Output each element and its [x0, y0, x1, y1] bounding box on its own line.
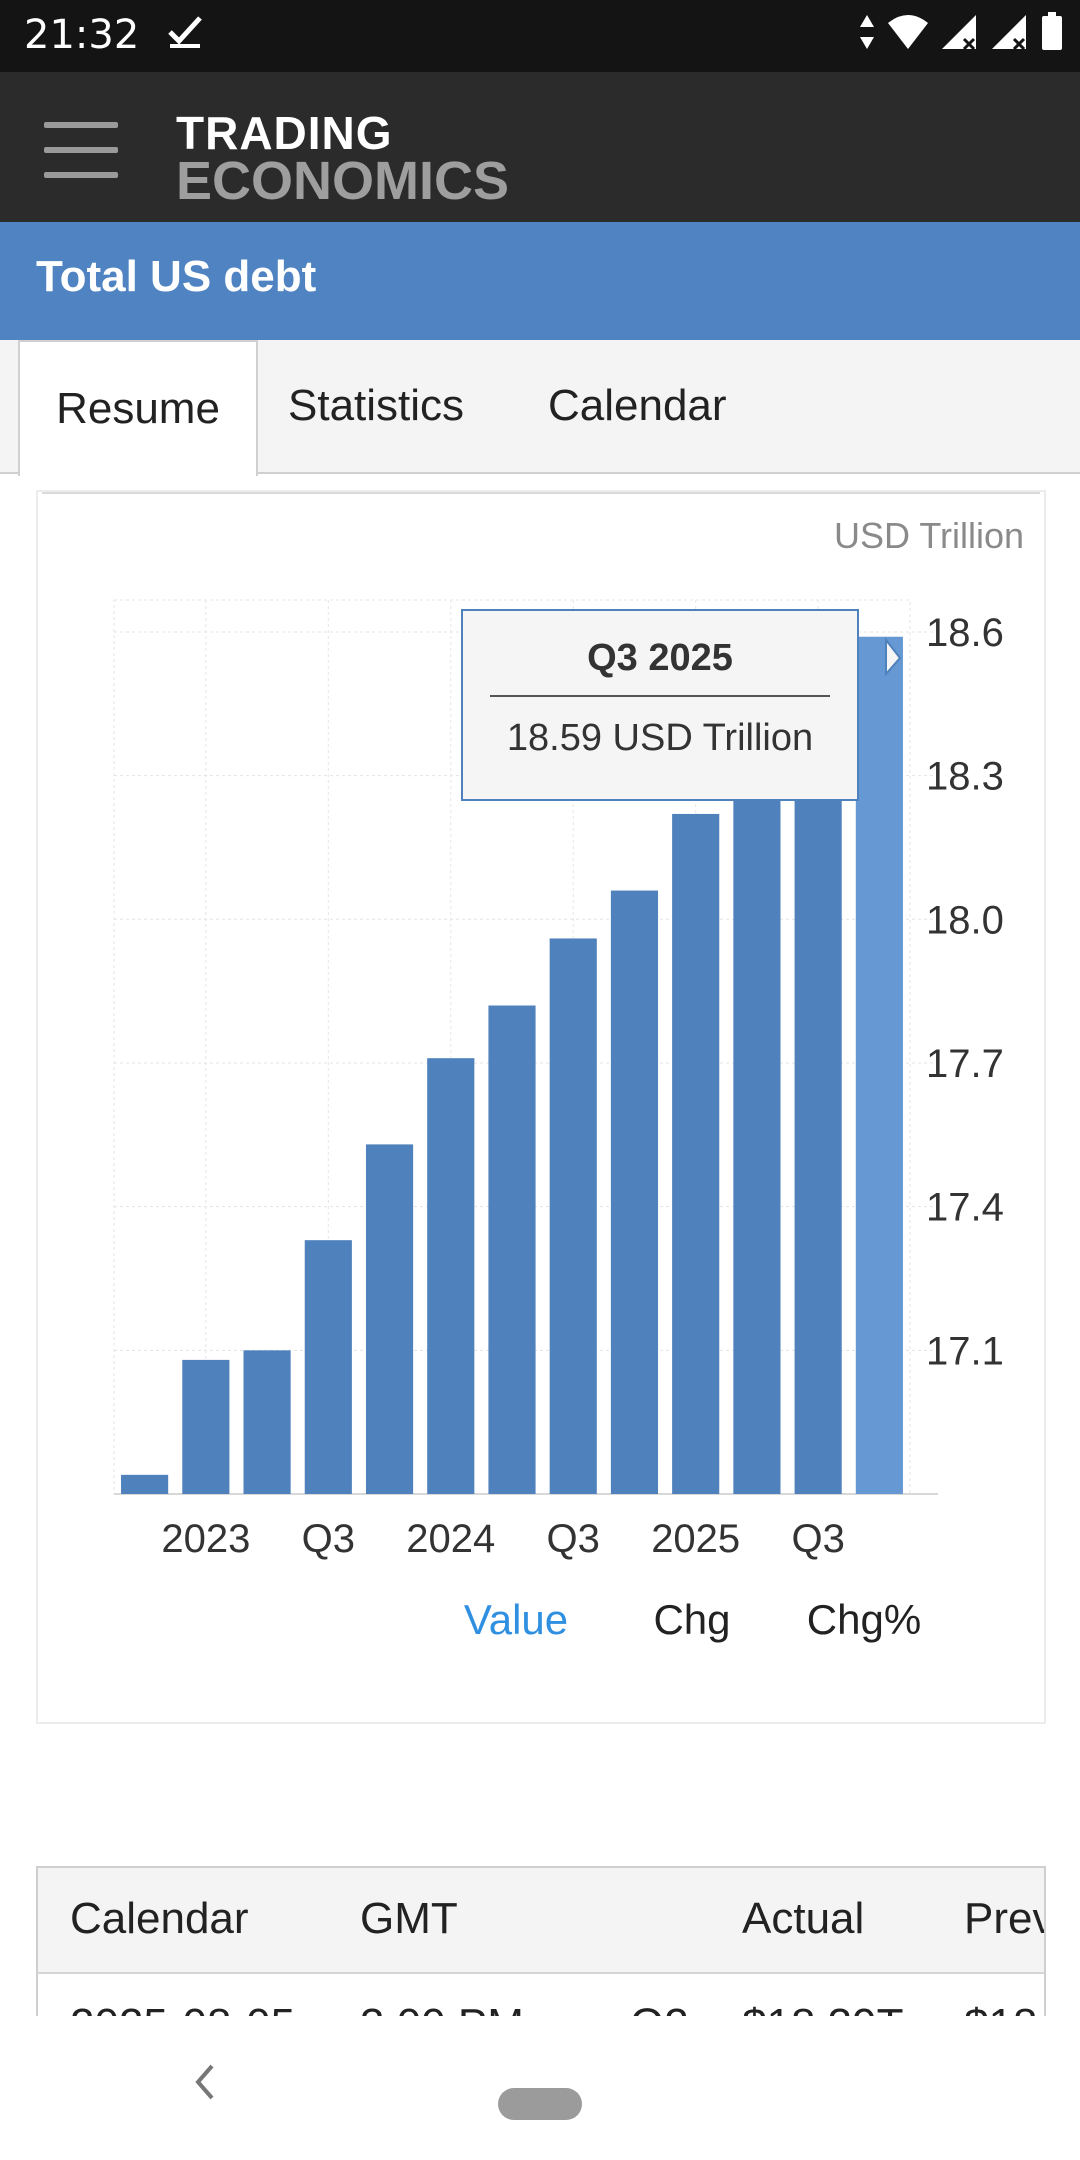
signal-icon: [992, 15, 1026, 51]
chart-bar[interactable]: [182, 1359, 230, 1494]
header-previous: Prev: [964, 1894, 1046, 1943]
y-tick-label: 18.6: [926, 611, 1004, 655]
data-arrows-icon: [860, 15, 874, 49]
tab-statistics[interactable]: Statistics: [288, 381, 465, 430]
back-icon[interactable]: [190, 2060, 220, 2104]
row-time: 3:00 PM: [360, 2000, 524, 2018]
logo-line1: TRADING: [176, 107, 393, 159]
row-date: 2025-08-05: [70, 2000, 295, 2018]
menu-icon[interactable]: [44, 122, 118, 178]
system-nav-bar: [0, 2016, 1080, 2160]
x-tick-label: 2024: [406, 1517, 495, 1561]
status-bar: 21:32: [0, 0, 1080, 72]
y-tick-label: 17.7: [926, 1042, 1004, 1086]
row-previous: $18: [964, 2000, 1037, 2018]
x-tick-label: 2023: [161, 1517, 250, 1561]
chart-bar[interactable]: [855, 636, 903, 1494]
x-tick-label: 2025: [651, 1517, 740, 1561]
tab-bar: Resume Statistics Calendar: [0, 340, 1080, 476]
home-pill[interactable]: [498, 2088, 582, 2120]
chart-bar[interactable]: [733, 732, 781, 1494]
chart-legend: Value Chg Chg%: [464, 1596, 921, 1643]
chart-bar[interactable]: [304, 1240, 352, 1494]
divider: [42, 488, 1040, 494]
unit-label: USD Trillion: [834, 515, 1024, 556]
chart-bar[interactable]: [672, 813, 720, 1494]
chart-tooltip: Q3 2025 18.59 USD Trillion: [461, 609, 902, 801]
clock: 21:32: [24, 12, 140, 58]
app-bar: TRADING ECONOMICS: [0, 72, 1080, 222]
chart-bar[interactable]: [488, 1005, 536, 1494]
header-gmt: GMT: [360, 1894, 458, 1943]
legend-value[interactable]: Value: [464, 1596, 568, 1643]
tab-resume[interactable]: Resume: [18, 340, 258, 476]
chart-panel: USD Trillion 18.6 18.3 18.0 17.7 17.4 17.1 20…: [36, 490, 1046, 1724]
row-actual: $18.39T: [742, 2000, 903, 2018]
x-tick-label: Q3: [791, 1517, 844, 1561]
check-icon: [168, 16, 202, 48]
trading-economics-logo[interactable]: TRADING ECONOMICS: [176, 107, 510, 211]
chart-bar[interactable]: [427, 1058, 475, 1494]
wifi-icon: [888, 15, 928, 49]
y-tick-label: 18.3: [926, 755, 1004, 799]
y-tick-label: 17.1: [926, 1329, 1004, 1373]
debt-bar-chart: USD Trillion 18.6 18.3 18.0 17.7 17.4 17.1 20…: [113, 515, 1024, 1643]
system-icons: [858, 12, 1064, 52]
chart-bar[interactable]: [610, 890, 659, 1494]
y-tick-label: 18.0: [926, 898, 1004, 942]
page-title-bar: Total US debt: [0, 222, 1080, 340]
signal-icon: [942, 15, 976, 51]
battery-icon: [1042, 12, 1062, 50]
y-tick-label: 17.4: [926, 1186, 1004, 1230]
tooltip-value: 18.59 USD Trillion: [507, 717, 813, 759]
row-reference: Q2: [630, 2000, 689, 2018]
chart-bar[interactable]: [121, 1474, 169, 1494]
tab-calendar[interactable]: Calendar: [548, 381, 727, 430]
tooltip-title: Q3 2025: [587, 637, 733, 679]
chart-bar[interactable]: [365, 1144, 414, 1494]
chart-bar[interactable]: [794, 732, 842, 1494]
chart-bar[interactable]: [243, 1350, 291, 1494]
header-calendar: Calendar: [70, 1894, 249, 1943]
x-tick-label: Q3: [302, 1517, 355, 1561]
header-actual: Actual: [742, 1894, 865, 1943]
x-tick-label: Q3: [547, 1517, 600, 1561]
legend-chg-percent[interactable]: Chg%: [807, 1596, 921, 1643]
table-header: Calendar GMT Actual Prev: [38, 1868, 1044, 1974]
page-title: Total US debt: [36, 252, 317, 301]
legend-chg[interactable]: Chg: [653, 1596, 730, 1643]
logo-line2: ECONOMICS: [176, 150, 510, 211]
calendar-table: Calendar GMT Actual Prev 2025-08-05 3:00…: [36, 1866, 1046, 2018]
chart-bar[interactable]: [549, 938, 597, 1494]
